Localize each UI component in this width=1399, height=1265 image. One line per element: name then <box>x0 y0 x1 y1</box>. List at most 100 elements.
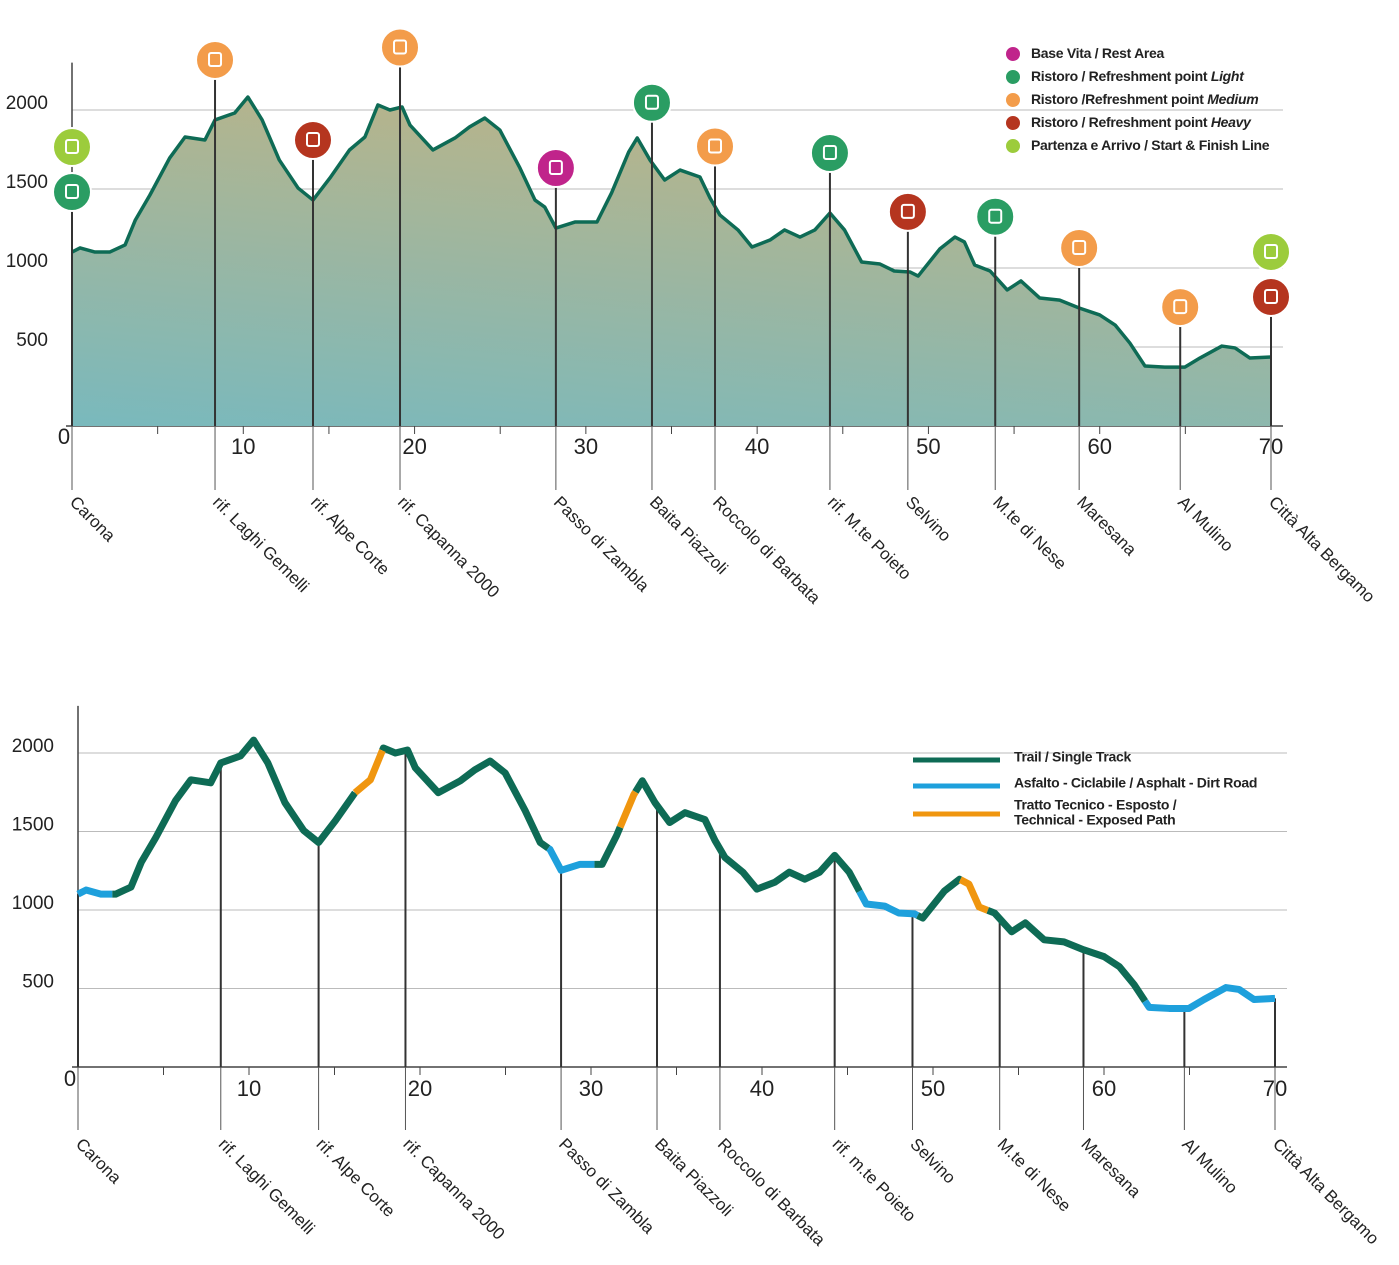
legend-swatch <box>1006 93 1020 107</box>
icon-glyph <box>822 145 837 161</box>
x-tick-label: 0 <box>64 1066 76 1091</box>
waypoint-label: Passo di Zambla <box>555 1135 658 1238</box>
y-tick-label: 1000 <box>12 893 54 914</box>
icon-glyph <box>1264 243 1278 259</box>
legend-swatch <box>1006 70 1020 84</box>
waypoint-label: Al Mulino <box>1178 1135 1241 1198</box>
waypoint-icon <box>809 133 850 174</box>
x-tick-label: 60 <box>1092 1076 1116 1101</box>
icon-glyph <box>900 203 915 219</box>
waypoint-label: rif. Laghi Gemelli <box>209 493 313 597</box>
waypoint-label: Roccolo di Barbata <box>714 1135 829 1250</box>
legend-emphasis: Medium <box>1207 91 1258 107</box>
surface-segment <box>1142 984 1276 1012</box>
icon-glyph <box>65 184 79 200</box>
waypoint-label: rif. m.te Poieto <box>829 1135 920 1226</box>
legend-swatch <box>1006 116 1020 130</box>
waypoint-label: Roccolo di Barbata <box>709 493 824 608</box>
waypoint-icon <box>695 126 736 167</box>
icon-glyph <box>548 160 563 176</box>
surface-segment <box>379 744 551 852</box>
surface-segment <box>352 749 386 796</box>
waypoint-icon <box>1251 276 1291 317</box>
surface-segment <box>546 845 595 874</box>
legend-label: Ristoro /Refreshment point Medium <box>1031 91 1258 107</box>
x-tick-label: 20 <box>408 1076 432 1101</box>
waypoint-label: rif. Capanna 2000 <box>394 493 503 602</box>
waypoint-icon <box>292 120 333 161</box>
waypoint-label: rif. Alpe Corte <box>313 1135 399 1221</box>
legend-swatch <box>1006 139 1020 153</box>
waypoint-label: rif. Laghi Gemelli <box>215 1135 319 1239</box>
y-tick-label: 500 <box>22 972 54 993</box>
waypoint-label: M.te di Nese <box>989 493 1070 574</box>
waypoint-label: Selvino <box>902 493 955 546</box>
waypoint-label: Città Alta Bergamo <box>1265 493 1379 607</box>
waypoint-label: rif. Alpe Corte <box>307 493 393 579</box>
icon-glyph <box>644 94 659 110</box>
legend-name: Ristoro / Refreshment point <box>1031 114 1211 130</box>
icon-glyph <box>1072 239 1087 255</box>
waypoint-label: rif. Capanna 2000 <box>399 1135 508 1244</box>
x-tick-label: 50 <box>916 434 940 459</box>
legend-label: Technical - Exposed Path <box>1014 812 1175 828</box>
waypoint-icon <box>535 148 576 189</box>
waypoint-icon <box>1059 227 1100 268</box>
legend-label: Asfalto - Ciclabile / Asphalt - Dirt Roa… <box>1014 775 1257 791</box>
surface-segment <box>986 907 1148 1004</box>
legend-label: Tratto Tecnico - Esposto / <box>1014 797 1177 813</box>
surface-segment <box>958 876 989 914</box>
y-tick-label: 500 <box>16 330 48 351</box>
waypoint-icon <box>631 82 672 123</box>
x-tick-label: 10 <box>237 1076 261 1101</box>
surface-segment <box>916 875 964 922</box>
icon-glyph <box>988 208 1003 224</box>
x-tick-label: 60 <box>1087 434 1111 459</box>
area-fill <box>72 97 1271 426</box>
x-tick-label: 10 <box>231 434 255 459</box>
waypoint-label: rif. M.te Poieto <box>824 493 915 584</box>
icon-glyph <box>393 39 408 55</box>
x-tick-label: 50 <box>921 1076 945 1101</box>
icon-glyph <box>1264 288 1278 304</box>
surface-segment <box>594 825 624 868</box>
waypoint-icon <box>52 172 92 213</box>
surface-segment <box>632 777 863 893</box>
surface-segment <box>76 886 113 898</box>
legend-name: Partenza e Arrivo / Start & Finish Line <box>1031 137 1270 153</box>
surface-segment <box>616 790 639 829</box>
icon-glyph <box>1173 299 1188 315</box>
waypoint-icon <box>1251 231 1291 272</box>
x-tick-label: 30 <box>574 434 598 459</box>
legend-emphasis: Light <box>1211 68 1245 84</box>
legend-label: Trail / Single Track <box>1014 749 1131 765</box>
waypoint-icon <box>975 196 1016 237</box>
y-tick-label: 1000 <box>6 251 48 272</box>
icon-glyph <box>708 138 723 154</box>
waypoint-label: M.te di Nese <box>994 1135 1075 1216</box>
waypoint-label: Al Mulino <box>1174 493 1237 556</box>
legend-label: Base Vita / Rest Area <box>1031 45 1165 61</box>
icon-glyph <box>305 132 320 148</box>
icon-glyph <box>208 51 223 67</box>
y-tick-label: 2000 <box>6 93 48 114</box>
waypoint-label: Carona <box>72 1135 125 1188</box>
icon-glyph <box>65 139 79 155</box>
legend-name: Ristoro /Refreshment point <box>1031 91 1207 107</box>
legend-label: Ristoro / Refreshment point Heavy <box>1031 114 1252 130</box>
legend-label: Ristoro / Refreshment point Light <box>1031 68 1245 84</box>
legend-name: Ristoro / Refreshment point <box>1031 68 1211 84</box>
waypoint-icon <box>1160 287 1201 328</box>
surface-segment <box>112 736 358 898</box>
x-tick-label: 30 <box>579 1076 603 1101</box>
profile-line <box>71 95 1272 369</box>
y-tick-label: 1500 <box>12 815 54 836</box>
x-tick-label: 20 <box>402 434 426 459</box>
x-tick-label: 40 <box>750 1076 774 1101</box>
legend-swatch <box>1006 47 1020 61</box>
legend-name: Base Vita / Rest Area <box>1031 45 1165 61</box>
y-tick-label: 2000 <box>12 736 54 757</box>
y-tick-label: 1500 <box>6 172 48 193</box>
